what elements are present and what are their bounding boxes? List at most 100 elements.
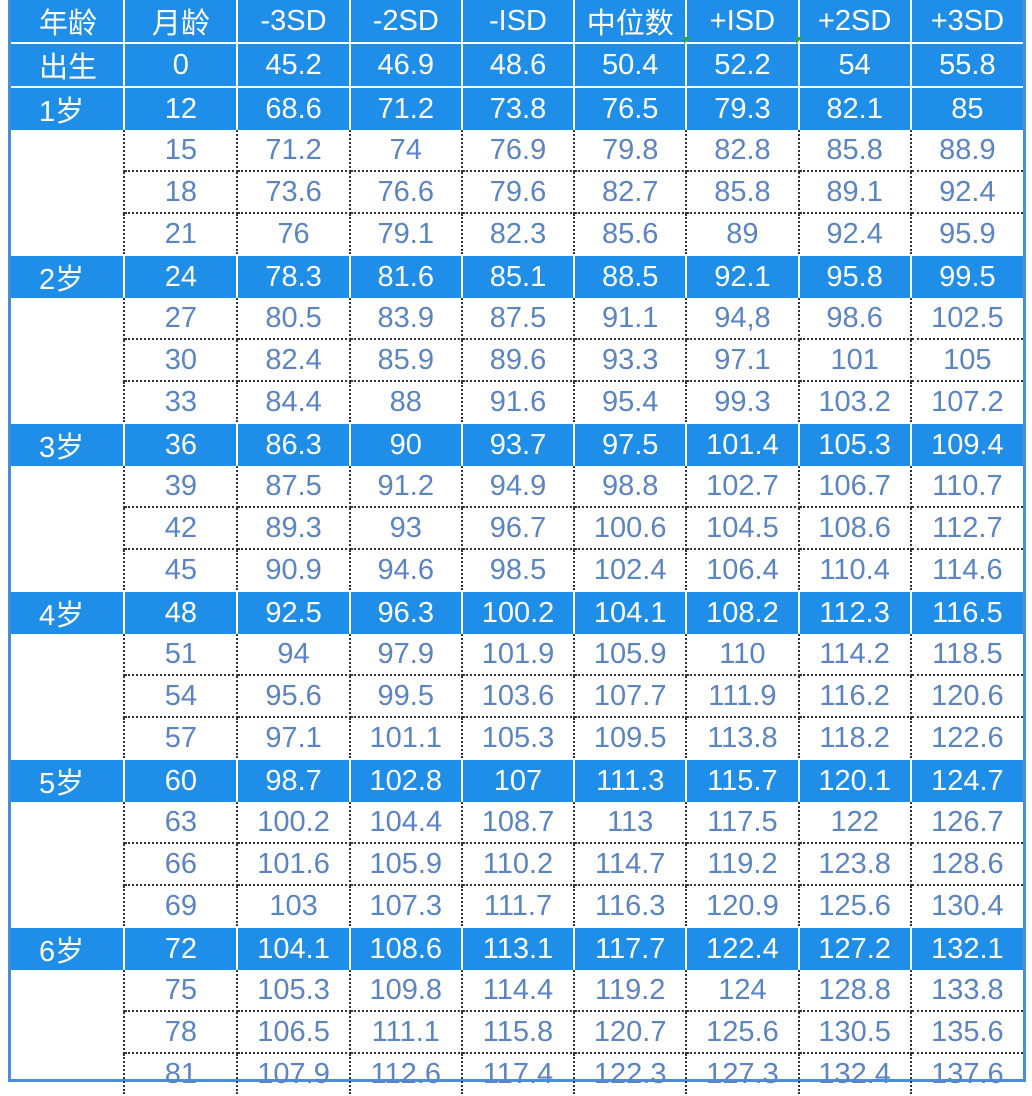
month-cell: 12 bbox=[124, 86, 239, 130]
cell-marker bbox=[684, 37, 691, 44]
age-cell: 2岁 bbox=[11, 254, 126, 298]
table-row: 15 71.2 74 76.9 79.8 82.8 85.8 88.9 bbox=[11, 130, 1023, 172]
value-cell: 98.8 bbox=[574, 466, 688, 508]
table-row: 51 94 97.9 101.9 105.9 110 114.2 118.5 bbox=[11, 634, 1023, 676]
value-cell: 76.5 bbox=[574, 86, 688, 130]
value-cell: 113.8 bbox=[686, 717, 800, 760]
value-cell: 113 bbox=[574, 802, 688, 844]
value-cell: 105.3 bbox=[798, 422, 912, 466]
value-cell: 94.9 bbox=[461, 466, 576, 508]
value-cell: 101.4 bbox=[686, 422, 800, 466]
value-cell: 76.6 bbox=[349, 171, 463, 214]
table-row: 33 84.4 88 91.6 95.4 99.3 103.2 107.2 bbox=[11, 381, 1023, 424]
age-cell bbox=[11, 130, 126, 171]
value-cell: 97.1 bbox=[237, 717, 351, 760]
value-cell: 82.4 bbox=[237, 339, 351, 382]
value-cell: 108.7 bbox=[461, 802, 576, 844]
value-cell: 85.6 bbox=[574, 213, 688, 256]
value-cell: 128.8 bbox=[798, 970, 912, 1012]
header-plus1sd: +ISD bbox=[686, 0, 800, 43]
month-cell: 42 bbox=[124, 507, 239, 550]
age-cell bbox=[11, 1011, 126, 1053]
age-cell: 5岁 bbox=[11, 758, 126, 802]
header-month: 月龄 bbox=[124, 0, 239, 43]
age-cell: 6岁 bbox=[11, 926, 126, 970]
value-cell: 97.9 bbox=[349, 634, 463, 676]
value-cell: 83.9 bbox=[349, 298, 463, 340]
value-cell: 112.7 bbox=[910, 507, 1023, 550]
value-cell: 102.7 bbox=[686, 466, 800, 508]
month-cell: 33 bbox=[124, 381, 239, 424]
month-cell: 81 bbox=[124, 1053, 239, 1094]
value-cell: 122 bbox=[798, 802, 912, 844]
value-cell: 113.1 bbox=[461, 926, 576, 970]
value-cell: 103.2 bbox=[798, 381, 912, 424]
value-cell: 99.3 bbox=[686, 381, 800, 424]
value-cell: 79.8 bbox=[574, 130, 688, 172]
value-cell: 100.6 bbox=[574, 507, 688, 550]
value-cell: 89 bbox=[686, 213, 800, 256]
age-cell bbox=[11, 843, 126, 885]
value-cell: 125.6 bbox=[798, 885, 912, 928]
value-cell: 45.2 bbox=[237, 42, 351, 87]
header-minus3sd: -3SD bbox=[237, 0, 351, 43]
age-cell bbox=[11, 802, 126, 843]
value-cell: 116.5 bbox=[910, 590, 1023, 634]
value-cell: 109.8 bbox=[349, 970, 463, 1012]
value-cell: 106.5 bbox=[237, 1011, 351, 1054]
value-cell: 91.6 bbox=[461, 381, 576, 424]
value-cell: 102.8 bbox=[349, 758, 463, 802]
month-cell: 66 bbox=[124, 843, 239, 886]
table-row: 2岁 24 78.3 81.6 85.1 88.5 92.1 95.8 99.5 bbox=[11, 254, 1023, 298]
header-row: 年龄 月龄 -3SD -2SD -ISD 中位数 +ISD +2SD +3SD bbox=[11, 0, 1023, 43]
value-cell: 82.8 bbox=[686, 130, 800, 172]
month-cell: 48 bbox=[124, 590, 239, 634]
value-cell: 80.5 bbox=[237, 298, 351, 340]
value-cell: 93.3 bbox=[574, 339, 688, 382]
value-cell: 109.4 bbox=[910, 422, 1023, 466]
value-cell: 104.1 bbox=[237, 926, 351, 970]
value-cell: 125.6 bbox=[686, 1011, 800, 1054]
value-cell: 104.4 bbox=[349, 802, 463, 844]
value-cell: 110 bbox=[686, 634, 800, 676]
month-cell: 51 bbox=[124, 634, 239, 676]
value-cell: 105.3 bbox=[461, 717, 576, 760]
value-cell: 94,8 bbox=[686, 298, 800, 340]
table-row: 4岁 48 92.5 96.3 100.2 104.1 108.2 112.3 116.5 bbox=[11, 590, 1023, 634]
table-row: 27 80.5 83.9 87.5 91.1 94,8 98.6 102.5 bbox=[11, 298, 1023, 340]
value-cell: 108.6 bbox=[798, 507, 912, 550]
value-cell: 133.8 bbox=[910, 970, 1023, 1012]
month-cell: 27 bbox=[124, 298, 239, 340]
table-row: 3岁 36 86.3 90 93.7 97.5 101.4 105.3 109.4 bbox=[11, 422, 1023, 466]
header-plus2sd: +2SD bbox=[798, 0, 912, 43]
value-cell: 122.6 bbox=[910, 717, 1023, 760]
value-cell: 124 bbox=[686, 970, 800, 1012]
value-cell: 99.5 bbox=[910, 254, 1023, 298]
value-cell: 97.1 bbox=[686, 339, 800, 382]
value-cell: 76 bbox=[237, 213, 351, 256]
value-cell: 79.6 bbox=[461, 171, 576, 214]
value-cell: 95.8 bbox=[798, 254, 912, 298]
value-cell: 109.5 bbox=[574, 717, 688, 760]
age-cell bbox=[11, 507, 126, 549]
value-cell: 85.8 bbox=[686, 171, 800, 214]
month-cell: 57 bbox=[124, 717, 239, 760]
value-cell: 101 bbox=[798, 339, 912, 382]
header-minus2sd: -2SD bbox=[349, 0, 463, 43]
value-cell: 114.6 bbox=[910, 549, 1023, 592]
value-cell: 88.5 bbox=[574, 254, 688, 298]
value-cell: 106.7 bbox=[798, 466, 912, 508]
table-row: 45 90.9 94.6 98.5 102.4 106.4 110.4 114.6 bbox=[11, 549, 1023, 592]
value-cell: 96.3 bbox=[349, 590, 463, 634]
value-cell: 89.1 bbox=[798, 171, 912, 214]
table-row: 66 101.6 105.9 110.2 114.7 119.2 123.8 128.6 bbox=[11, 843, 1023, 886]
value-cell: 123.8 bbox=[798, 843, 912, 886]
value-cell: 137.6 bbox=[931, 1057, 1004, 1090]
value-cell: 82.3 bbox=[461, 213, 576, 256]
month-cell: 78 bbox=[124, 1011, 239, 1054]
table-row: 5岁 60 98.7 102.8 107 111.3 115.7 120.1 124.7 bbox=[11, 758, 1023, 802]
value-cell: 107.3 bbox=[349, 885, 463, 928]
table-row: 78 106.5 111.1 115.8 120.7 125.6 130.5 135.6 bbox=[11, 1011, 1023, 1054]
value-cell: 82.7 bbox=[574, 171, 688, 214]
value-cell: 111.3 bbox=[574, 758, 688, 802]
